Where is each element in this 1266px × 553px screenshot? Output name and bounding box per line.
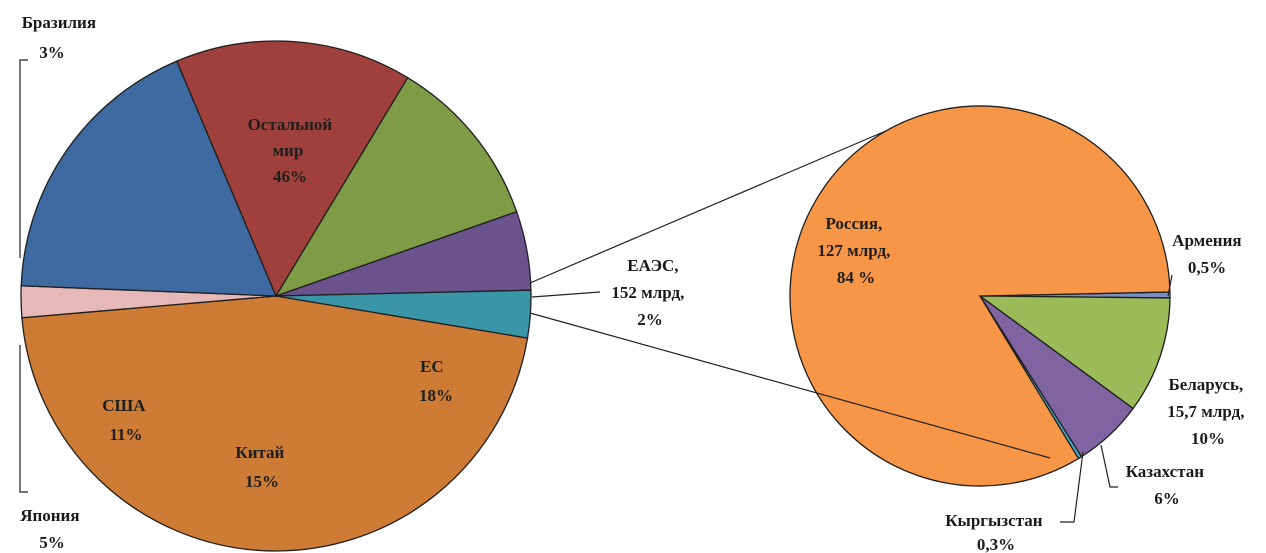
slice-label-rest-of-world: Остальной мир 46%	[248, 115, 337, 186]
leader-armenia	[1167, 274, 1173, 297]
slice-label-usa: США 11%	[102, 396, 149, 444]
pie-slice-usa	[274, 76, 518, 298]
slice-label-brazil: Бразилия 3%	[22, 13, 101, 62]
slice-label-armenia: Армения 0,5%	[1172, 231, 1246, 277]
labels: Бразилия 3% Остальной мир 46% ЕАЭС, 152 …	[20, 13, 1248, 553]
pie-slice-belarus	[977, 295, 1171, 410]
leader-eaes	[531, 291, 601, 298]
pie-slice-eu	[20, 60, 277, 297]
slice-label-kyrgyzstan: Кыргызстан 0,3%	[945, 511, 1047, 553]
slice-label-kazakhstan: Казахстан 6%	[1126, 462, 1209, 508]
slice-label-russia: Россия, 127 млрд, 84 %	[817, 214, 894, 287]
slice-label-eu: ЕС 18%	[419, 357, 453, 405]
leader-japan	[19, 345, 28, 493]
slice-label-japan: Япония 5%	[20, 506, 84, 552]
pie-slice-russia	[789, 105, 1171, 487]
connector-line-top	[529, 129, 889, 284]
leader-brazil	[19, 59, 28, 258]
connector-line-bottom	[529, 312, 1051, 459]
slice-label-eaes: ЕАЭС, 152 млрд, 2%	[611, 256, 688, 329]
leader-kazakhstan	[1100, 444, 1118, 488]
slice-label-china: Китай 15%	[235, 443, 288, 491]
pie-slice-brazil	[275, 289, 532, 339]
leader-kyrgyzstan	[1060, 451, 1084, 523]
slice-label-belarus: Беларусь, 15,7 млрд, 10%	[1167, 375, 1248, 448]
pie-slice-rest-of-world	[21, 295, 529, 552]
right-pie	[789, 105, 1171, 487]
left-pie	[20, 40, 532, 552]
pie-slice-china	[175, 40, 409, 298]
